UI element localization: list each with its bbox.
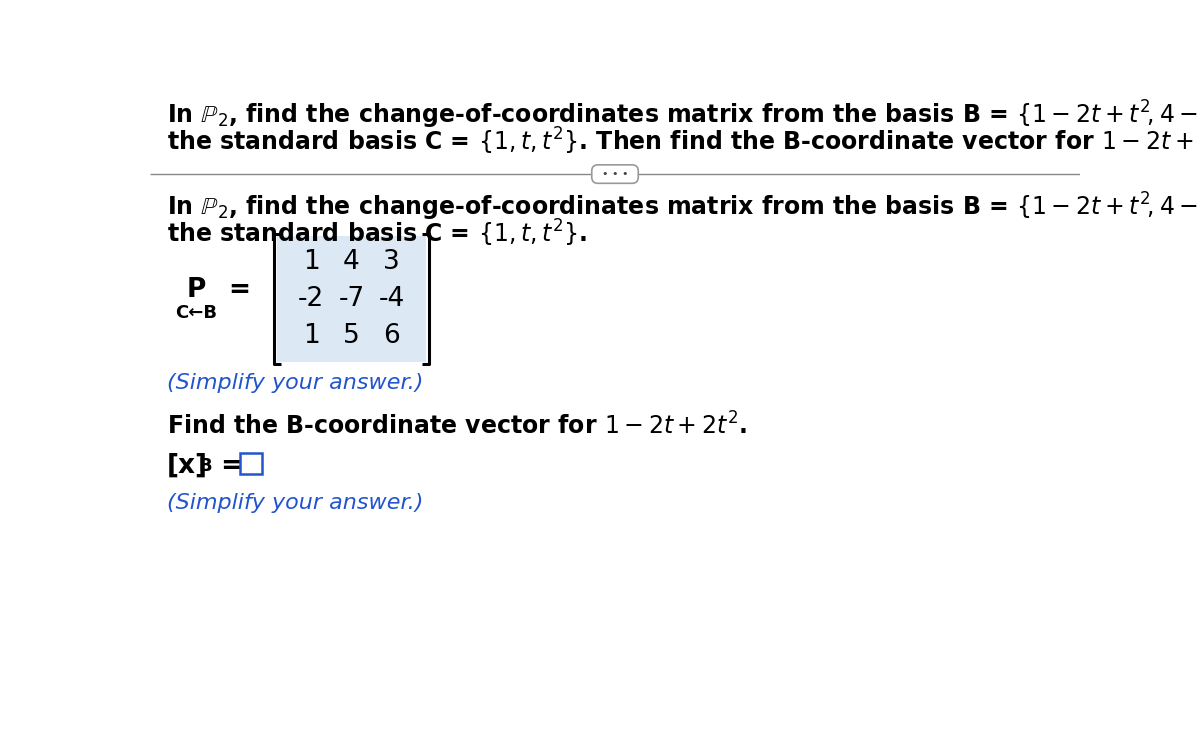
Text: B: B — [198, 458, 211, 476]
Text: C←B: C←B — [175, 304, 217, 321]
Text: Find the B-coordinate vector for $1 - 2t + 2t^2$.: Find the B-coordinate vector for $1 - 2t… — [167, 413, 748, 440]
Text: 5: 5 — [343, 323, 360, 348]
Text: =: = — [212, 453, 252, 479]
Text: In $\mathbb{P}_2$, find the change-of-coordinates matrix from the basis B = $\{1: In $\mathbb{P}_2$, find the change-of-co… — [167, 191, 1200, 223]
Text: [x]: [x] — [167, 453, 208, 479]
Text: -7: -7 — [338, 285, 365, 312]
Text: 6: 6 — [384, 323, 400, 348]
Text: In $\mathbb{P}_2$, find the change-of-coordinates matrix from the basis B = $\{1: In $\mathbb{P}_2$, find the change-of-co… — [167, 99, 1200, 131]
Text: 3: 3 — [384, 249, 400, 274]
Text: 1: 1 — [302, 323, 319, 348]
Text: (Simplify your answer.): (Simplify your answer.) — [167, 373, 424, 393]
Text: =: = — [228, 277, 250, 302]
FancyBboxPatch shape — [277, 236, 426, 362]
Text: 1: 1 — [302, 249, 319, 274]
Text: the standard basis C = $\{1,t,t^2\}$.: the standard basis C = $\{1,t,t^2\}$. — [167, 218, 587, 249]
FancyBboxPatch shape — [592, 165, 638, 183]
FancyBboxPatch shape — [240, 453, 262, 474]
Text: 4: 4 — [343, 249, 360, 274]
Text: • • •: • • • — [601, 169, 629, 179]
Text: the standard basis C = $\{1,t,t^2\}$. Then find the B-coordinate vector for $1 -: the standard basis C = $\{1,t,t^2\}$. Th… — [167, 126, 1200, 157]
Text: -2: -2 — [298, 285, 324, 312]
Text: -4: -4 — [379, 285, 404, 312]
Text: (Simplify your answer.): (Simplify your answer.) — [167, 493, 424, 513]
Text: P: P — [187, 277, 206, 302]
